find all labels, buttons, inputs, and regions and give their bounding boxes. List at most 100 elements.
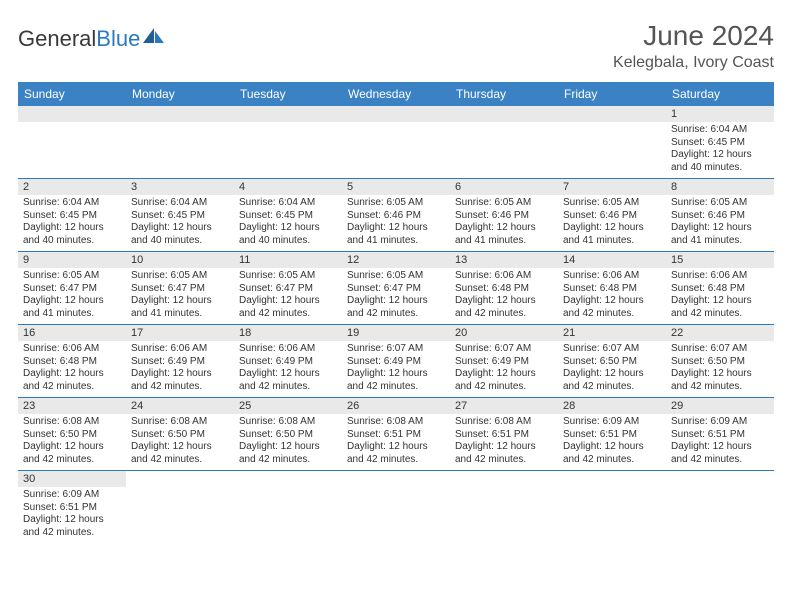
daylight-line: Daylight: 12 hours and 42 minutes. [131, 441, 229, 466]
calendar-cell [234, 471, 342, 544]
calendar-row: 16Sunrise: 6:06 AMSunset: 6:48 PMDayligh… [18, 325, 774, 398]
day-number: 20 [450, 325, 558, 341]
sunrise-line: Sunrise: 6:06 AM [23, 343, 121, 356]
sunset-line: Sunset: 6:48 PM [563, 283, 661, 296]
day-details: Sunrise: 6:05 AMSunset: 6:46 PMDaylight:… [666, 195, 774, 251]
daylight-line: Daylight: 12 hours and 42 minutes. [347, 295, 445, 320]
logo-text-blue: Blue [96, 26, 140, 52]
sunset-line: Sunset: 6:45 PM [671, 137, 769, 150]
calendar-cell: 13Sunrise: 6:06 AMSunset: 6:48 PMDayligh… [450, 252, 558, 325]
calendar-cell: 25Sunrise: 6:08 AMSunset: 6:50 PMDayligh… [234, 398, 342, 471]
sunrise-line: Sunrise: 6:06 AM [455, 270, 553, 283]
sunrise-line: Sunrise: 6:06 AM [131, 343, 229, 356]
calendar-cell: 16Sunrise: 6:06 AMSunset: 6:48 PMDayligh… [18, 325, 126, 398]
day-number: 10 [126, 252, 234, 268]
sunrise-line: Sunrise: 6:06 AM [563, 270, 661, 283]
daylight-line: Daylight: 12 hours and 42 minutes. [671, 441, 769, 466]
day-number: 27 [450, 398, 558, 414]
calendar-cell [342, 106, 450, 179]
calendar-cell [126, 106, 234, 179]
sunrise-line: Sunrise: 6:07 AM [563, 343, 661, 356]
day-number: 13 [450, 252, 558, 268]
day-details: Sunrise: 6:04 AMSunset: 6:45 PMDaylight:… [666, 122, 774, 178]
day-details: Sunrise: 6:07 AMSunset: 6:49 PMDaylight:… [342, 341, 450, 397]
sunrise-line: Sunrise: 6:05 AM [671, 197, 769, 210]
calendar-cell: 22Sunrise: 6:07 AMSunset: 6:50 PMDayligh… [666, 325, 774, 398]
calendar-row: 9Sunrise: 6:05 AMSunset: 6:47 PMDaylight… [18, 252, 774, 325]
calendar-cell [234, 106, 342, 179]
day-details: Sunrise: 6:06 AMSunset: 6:48 PMDaylight:… [558, 268, 666, 324]
sunset-line: Sunset: 6:47 PM [239, 283, 337, 296]
day-number: 24 [126, 398, 234, 414]
calendar-table: Sunday Monday Tuesday Wednesday Thursday… [18, 82, 774, 543]
calendar-cell [666, 471, 774, 544]
daylight-line: Daylight: 12 hours and 40 minutes. [131, 222, 229, 247]
sunset-line: Sunset: 6:48 PM [671, 283, 769, 296]
day-details: Sunrise: 6:05 AMSunset: 6:47 PMDaylight:… [18, 268, 126, 324]
calendar-cell: 4Sunrise: 6:04 AMSunset: 6:45 PMDaylight… [234, 179, 342, 252]
daylight-line: Daylight: 12 hours and 41 minutes. [563, 222, 661, 247]
day-details: Sunrise: 6:06 AMSunset: 6:49 PMDaylight:… [126, 341, 234, 397]
calendar-cell [450, 106, 558, 179]
day-header: Monday [126, 82, 234, 106]
sunset-line: Sunset: 6:46 PM [347, 210, 445, 223]
sunrise-line: Sunrise: 6:04 AM [671, 124, 769, 137]
sunset-line: Sunset: 6:51 PM [23, 502, 121, 515]
day-number: 6 [450, 179, 558, 195]
day-number: 8 [666, 179, 774, 195]
daylight-line: Daylight: 12 hours and 42 minutes. [563, 368, 661, 393]
calendar-cell: 20Sunrise: 6:07 AMSunset: 6:49 PMDayligh… [450, 325, 558, 398]
day-details: Sunrise: 6:04 AMSunset: 6:45 PMDaylight:… [234, 195, 342, 251]
logo-text-dark: General [18, 26, 96, 52]
calendar-cell: 1Sunrise: 6:04 AMSunset: 6:45 PMDaylight… [666, 106, 774, 179]
sunrise-line: Sunrise: 6:05 AM [131, 270, 229, 283]
daylight-line: Daylight: 12 hours and 42 minutes. [563, 295, 661, 320]
calendar-cell: 2Sunrise: 6:04 AMSunset: 6:45 PMDaylight… [18, 179, 126, 252]
day-details: Sunrise: 6:08 AMSunset: 6:50 PMDaylight:… [234, 414, 342, 470]
sunset-line: Sunset: 6:48 PM [455, 283, 553, 296]
daylight-line: Daylight: 12 hours and 42 minutes. [239, 441, 337, 466]
sunset-line: Sunset: 6:47 PM [131, 283, 229, 296]
day-number: 1 [666, 106, 774, 122]
sunset-line: Sunset: 6:51 PM [563, 429, 661, 442]
day-details: Sunrise: 6:04 AMSunset: 6:45 PMDaylight:… [18, 195, 126, 251]
daylight-line: Daylight: 12 hours and 42 minutes. [455, 295, 553, 320]
calendar-cell: 28Sunrise: 6:09 AMSunset: 6:51 PMDayligh… [558, 398, 666, 471]
day-details: Sunrise: 6:06 AMSunset: 6:48 PMDaylight:… [450, 268, 558, 324]
day-number: 21 [558, 325, 666, 341]
daylight-line: Daylight: 12 hours and 41 minutes. [347, 222, 445, 247]
day-number: 15 [666, 252, 774, 268]
calendar-cell: 27Sunrise: 6:08 AMSunset: 6:51 PMDayligh… [450, 398, 558, 471]
day-number: 4 [234, 179, 342, 195]
day-details: Sunrise: 6:08 AMSunset: 6:50 PMDaylight:… [126, 414, 234, 470]
day-number: 17 [126, 325, 234, 341]
calendar-cell: 15Sunrise: 6:06 AMSunset: 6:48 PMDayligh… [666, 252, 774, 325]
calendar-cell: 11Sunrise: 6:05 AMSunset: 6:47 PMDayligh… [234, 252, 342, 325]
day-header: Friday [558, 82, 666, 106]
day-number: 16 [18, 325, 126, 341]
day-number: 5 [342, 179, 450, 195]
sunrise-line: Sunrise: 6:08 AM [455, 416, 553, 429]
day-number: 28 [558, 398, 666, 414]
sunset-line: Sunset: 6:51 PM [347, 429, 445, 442]
sunset-line: Sunset: 6:50 PM [239, 429, 337, 442]
sunrise-line: Sunrise: 6:05 AM [23, 270, 121, 283]
day-number: 14 [558, 252, 666, 268]
daylight-line: Daylight: 12 hours and 42 minutes. [347, 368, 445, 393]
calendar-cell: 10Sunrise: 6:05 AMSunset: 6:47 PMDayligh… [126, 252, 234, 325]
daylight-line: Daylight: 12 hours and 41 minutes. [671, 222, 769, 247]
day-number: 23 [18, 398, 126, 414]
daylight-line: Daylight: 12 hours and 42 minutes. [347, 441, 445, 466]
day-details: Sunrise: 6:04 AMSunset: 6:45 PMDaylight:… [126, 195, 234, 251]
calendar-row: 1Sunrise: 6:04 AMSunset: 6:45 PMDaylight… [18, 106, 774, 179]
sunrise-line: Sunrise: 6:08 AM [23, 416, 121, 429]
day-number: 26 [342, 398, 450, 414]
calendar-cell: 30Sunrise: 6:09 AMSunset: 6:51 PMDayligh… [18, 471, 126, 544]
day-number-empty [126, 106, 234, 122]
calendar-cell: 17Sunrise: 6:06 AMSunset: 6:49 PMDayligh… [126, 325, 234, 398]
day-details: Sunrise: 6:05 AMSunset: 6:47 PMDaylight:… [126, 268, 234, 324]
calendar-cell [558, 106, 666, 179]
day-number-empty [342, 106, 450, 122]
calendar-cell [342, 471, 450, 544]
sunrise-line: Sunrise: 6:04 AM [23, 197, 121, 210]
